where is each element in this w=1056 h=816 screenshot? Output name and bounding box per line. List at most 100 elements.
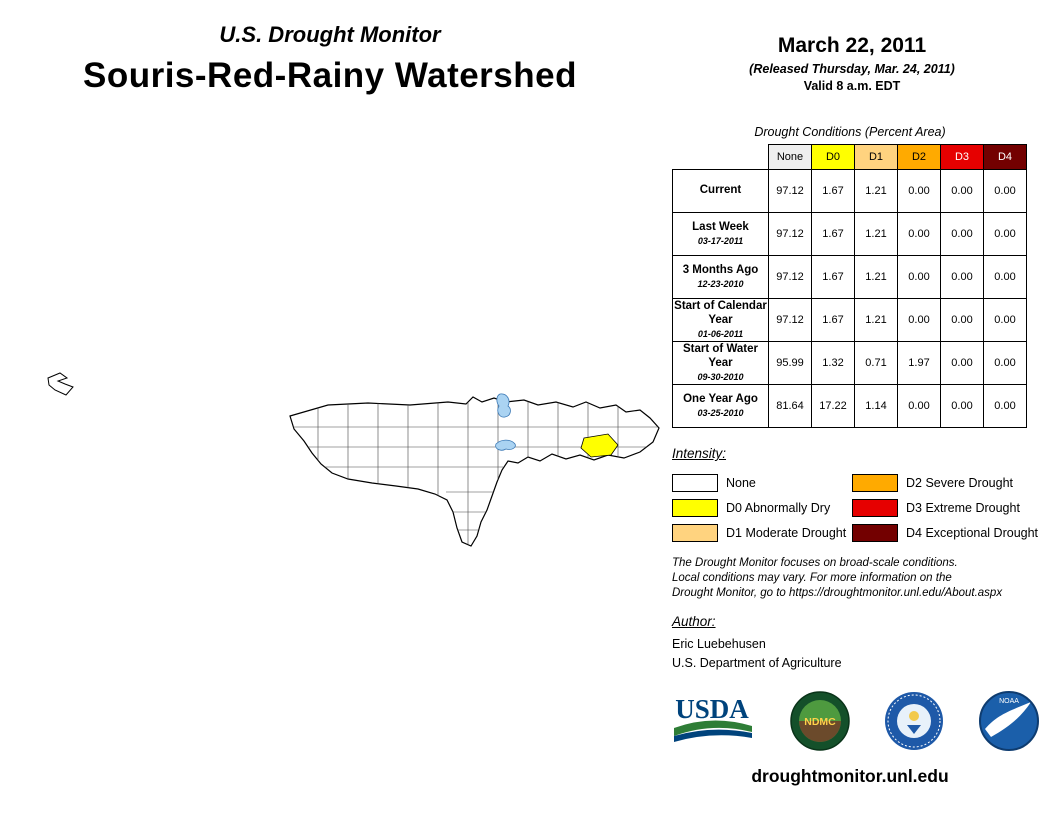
legend-item: D2 Severe Drought <box>852 473 1044 492</box>
d0-drought-area <box>580 433 619 458</box>
column-header-d1: D1 <box>854 144 898 170</box>
watershed-outline <box>289 396 660 547</box>
table-row: Start of Calendar Year 01-06-2011 97.12 1.6… <box>672 298 1027 342</box>
disclaimer: The Drought Monitor focuses on broad-sca… <box>672 556 1002 602</box>
value-cell: 1.67 <box>811 298 855 342</box>
report-date: March 22, 2011 <box>777 34 927 57</box>
value-cell: 0.00 <box>983 212 1027 256</box>
disclaimer-line: The Drought Monitor focuses on broad-sca… <box>672 557 958 569</box>
value-cell: 1.67 <box>811 169 855 213</box>
row-date: 03-17-2011 <box>697 236 744 246</box>
author-block: Author: Eric Luebehusen U.S. Department … <box>672 614 842 670</box>
value-cell: 0.00 <box>983 384 1027 428</box>
usda-swoosh-icon <box>674 720 752 736</box>
legend-item: D1 Moderate Drought <box>672 523 852 542</box>
value-cell: 0.00 <box>940 169 984 213</box>
value-cell: 1.21 <box>854 255 898 299</box>
intensity-legend: Intensity: None D0 Abnormally Dry D1 Moder… <box>672 446 1044 545</box>
legend-item: None <box>672 473 852 492</box>
drought-conditions-table: None D0 D1 D2 D3 D4 Current 97.12 1.67 1.21 0.00 0… <box>672 144 1027 428</box>
legend-swatch <box>672 473 718 492</box>
value-cell: 0.00 <box>983 169 1027 213</box>
value-cell: 0.00 <box>940 298 984 342</box>
value-cell: 0.00 <box>897 255 941 299</box>
value-cell: 0.00 <box>940 384 984 428</box>
author-name: Eric Luebehusen <box>672 637 766 651</box>
column-header-d2: D2 <box>897 144 941 170</box>
value-cell: 97.12 <box>768 169 812 213</box>
value-cell: 0.71 <box>854 341 898 385</box>
detached-basin-west <box>47 372 74 396</box>
value-cell: 81.64 <box>768 384 812 428</box>
legend-title: Intensity: <box>672 446 727 461</box>
released-date: (Released Thursday, Mar. 24, 2011) <box>749 62 955 76</box>
value-cell: 0.00 <box>897 169 941 213</box>
lake-icon <box>496 393 511 418</box>
legend-swatch <box>852 473 898 492</box>
value-cell: 1.67 <box>811 212 855 256</box>
table-row: Last Week 03-17-2011 97.12 1.67 1.21 0.00 0.00… <box>672 212 1027 256</box>
legend-item: D0 Abnormally Dry <box>672 498 852 517</box>
value-cell: 97.12 <box>768 255 812 299</box>
watershed-map <box>47 372 660 547</box>
ndmc-logo: NDMC <box>789 691 850 751</box>
title-block: U.S. Drought Monitor Souris-Red-Rainy Wa… <box>0 22 660 96</box>
row-label: 3 Months Ago 12-23-2010 <box>672 255 769 299</box>
usda-logo: USDA <box>674 694 752 742</box>
lake-icon <box>495 439 516 451</box>
value-cell: 0.00 <box>983 341 1027 385</box>
disclaimer-line: Local conditions may vary. For more info… <box>672 572 952 585</box>
value-cell: 97.12 <box>768 212 812 256</box>
value-cell: 0.00 <box>983 255 1027 299</box>
noaa-logo: NOAA <box>978 691 1039 751</box>
legend-label: D3 Extreme Drought <box>906 500 1020 515</box>
legend-item: D4 Exceptional Drought <box>852 523 1044 542</box>
value-cell: 97.12 <box>768 298 812 342</box>
legend-grid: None D0 Abnormally Dry D1 Moderate Drought… <box>672 470 1044 545</box>
table-header-row: None D0 D1 D2 D3 D4 <box>673 144 1027 170</box>
value-cell: 17.22 <box>811 384 855 428</box>
table-row: One Year Ago 03-25-2010 81.64 17.22 1.14 0.00… <box>672 384 1027 428</box>
row-date: 01-06-2011 <box>697 328 744 339</box>
column-header-d3: D3 <box>940 144 984 170</box>
legend-label: D1 Moderate Drought <box>726 525 847 540</box>
table-row: Current 97.12 1.67 1.21 0.00 0.00 0.00 <box>672 169 1027 213</box>
legend-label: None <box>726 475 756 490</box>
value-cell: 0.00 <box>940 255 984 299</box>
map-section <box>28 352 668 567</box>
table-row: Start of Water Year 09-30-2010 95.99 1.32 0.… <box>672 341 1027 385</box>
footer-url: droughtmonitor.unl.edu <box>751 766 949 786</box>
county-boundaries <box>290 397 659 546</box>
table-title: Drought Conditions (Percent Area) <box>754 125 946 139</box>
author-org: U.S. Department of Agriculture <box>672 656 842 670</box>
column-header-none: None <box>768 144 812 170</box>
legend-label: D2 Severe Drought <box>906 475 1014 490</box>
ndmc-logo-text: NDMC <box>804 716 836 728</box>
commerce-emblem-icon <box>909 711 920 721</box>
column-header-d0: D0 <box>811 144 855 170</box>
value-cell: 1.67 <box>811 255 855 299</box>
page-title: Souris-Red-Rainy Watershed <box>82 56 577 95</box>
value-cell: 0.00 <box>897 212 941 256</box>
row-date: 09-30-2010 <box>697 371 744 382</box>
table-row: 3 Months Ago 12-23-2010 97.12 1.67 1.21 0.00 0… <box>672 255 1027 299</box>
row-label: Current <box>672 169 769 213</box>
value-cell: 1.21 <box>854 169 898 213</box>
logo-row: USDA NDMC NOAA <box>668 690 1040 752</box>
legend-label: D0 Abnormally Dry <box>726 500 831 515</box>
commerce-seal-logo <box>885 692 944 750</box>
value-cell: 0.00 <box>940 212 984 256</box>
row-label: Last Week 03-17-2011 <box>672 212 769 256</box>
legend-swatch <box>852 523 898 542</box>
disclaimer-line: Drought Monitor, go to https://droughtmo… <box>672 587 1003 600</box>
value-cell: 1.32 <box>811 341 855 385</box>
legend-swatch <box>672 498 718 517</box>
author-heading: Author: <box>672 614 716 629</box>
value-cell: 0.00 <box>897 384 941 428</box>
row-label: Start of Water Year 09-30-2010 <box>672 341 769 385</box>
usda-logo-text: USDA <box>675 694 749 724</box>
row-date: 03-25-2010 <box>697 408 744 418</box>
value-cell: 0.00 <box>897 298 941 342</box>
row-date: 12-23-2010 <box>697 279 744 289</box>
